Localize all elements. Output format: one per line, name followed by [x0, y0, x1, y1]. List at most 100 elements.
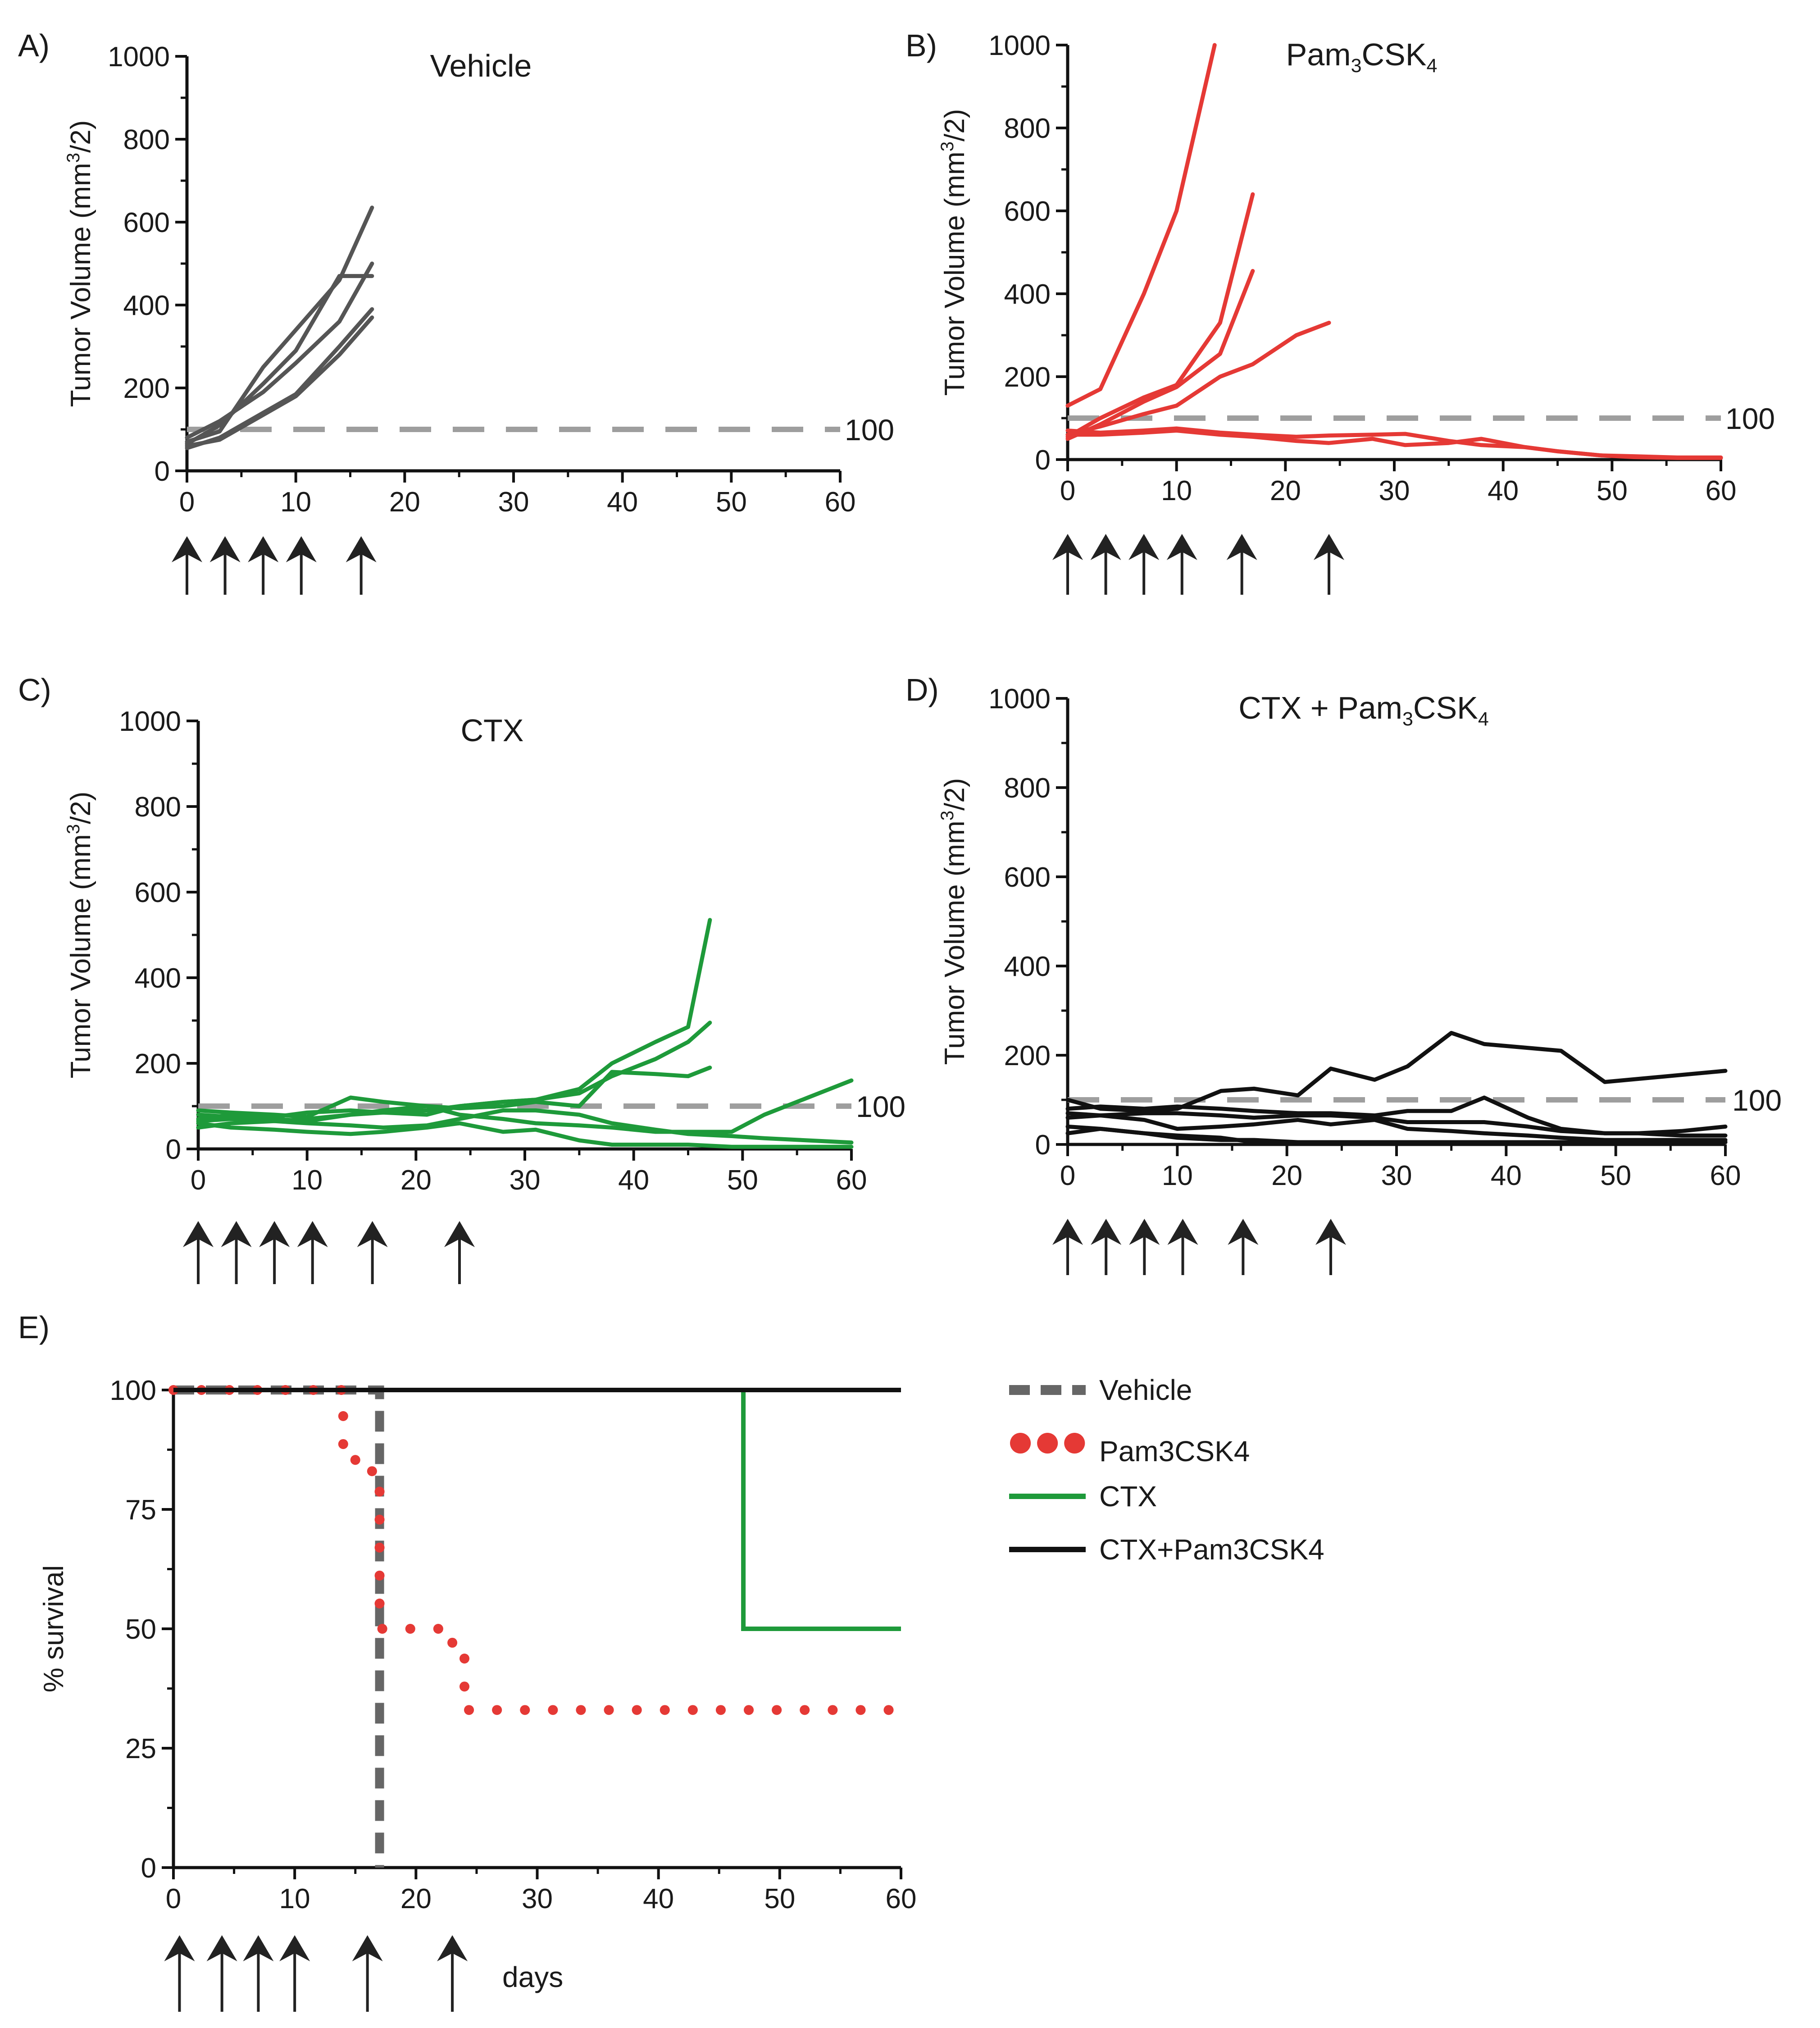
- y-tick-label: 200: [123, 373, 170, 404]
- dose-arrow: [164, 1935, 195, 2012]
- dose-arrow: [1090, 534, 1121, 595]
- dose-arrow-head: [357, 1221, 388, 1247]
- dose-arrow-head: [1052, 1219, 1083, 1245]
- tumor-line-2: [1065, 1095, 1728, 1138]
- threshold-label: 100: [1732, 1084, 1782, 1117]
- y-tick-label: 0: [155, 456, 170, 487]
- dose-arrow: [1166, 534, 1197, 595]
- tumor-line-3: [1065, 1111, 1728, 1135]
- x-tick-label: 20: [1271, 1160, 1302, 1191]
- dose-arrow-head: [286, 536, 317, 562]
- y-tick-label: 200: [1004, 362, 1051, 393]
- legend-label: CTX: [1099, 1480, 1157, 1513]
- x-tick-label: 30: [1379, 475, 1410, 506]
- y-axis-label: Tumor Volume (mm3/2): [64, 792, 96, 1079]
- panel-title: CTX: [461, 713, 524, 748]
- dose-arrow-head: [444, 1221, 475, 1247]
- y-axis-label: Tumor Volume (mm3/2): [64, 120, 96, 407]
- threshold-label: 100: [845, 413, 894, 447]
- y-tick-label: 400: [1004, 279, 1051, 310]
- x-tick-label: 20: [400, 1883, 432, 1914]
- x-tick-label: 0: [1060, 1160, 1075, 1191]
- y-tick-label: 600: [1004, 862, 1051, 893]
- dose-arrow-head: [1226, 534, 1257, 560]
- tumor-line-5: [196, 1108, 854, 1145]
- x-tick-label: 40: [618, 1165, 649, 1196]
- dose-arrow-head: [183, 1221, 214, 1247]
- panel-title: CTX + Pam3CSK4: [1238, 690, 1489, 730]
- x-tick-label: 40: [1488, 475, 1519, 506]
- dose-arrow-head: [172, 536, 202, 562]
- dose-arrow-head: [259, 1221, 290, 1247]
- x-tick-label: 40: [607, 487, 638, 518]
- dose-arrow-head: [437, 1935, 468, 1961]
- panel-e: E) 0 25 50 75 100 0 10 20 30 40 50 60 % survival days V…: [18, 1310, 1324, 2012]
- tumor-line-4: [1065, 1111, 1728, 1142]
- dose-arrow-head: [209, 536, 241, 562]
- legend-label: Vehicle: [1099, 1374, 1192, 1406]
- x-tick-label: 10: [280, 487, 311, 518]
- dose-arrow: [1129, 1219, 1160, 1275]
- dose-arrow-head: [352, 1935, 383, 1961]
- dose-arrow: [1128, 534, 1160, 595]
- y-tick-label: 1000: [988, 684, 1051, 715]
- dose-arrow-head: [243, 1935, 274, 1961]
- x-tick-label: 60: [836, 1165, 867, 1196]
- panel-label: D): [905, 672, 939, 707]
- tumor-line-2: [1065, 192, 1255, 439]
- dose-arrow: [286, 536, 317, 595]
- dose-arrow-head: [1228, 1219, 1259, 1245]
- tumor-line-1: [196, 918, 712, 1121]
- x-tick-label: 10: [279, 1883, 310, 1914]
- tumor-line-1: [185, 274, 374, 446]
- y-tick-label: 600: [1004, 196, 1051, 227]
- x-tick-label: 60: [825, 487, 856, 518]
- y-tick-label: 400: [135, 963, 181, 994]
- tumor-line-3: [185, 261, 374, 440]
- dose-arrow-head: [164, 1935, 195, 1961]
- dose-arrow-head: [248, 536, 279, 562]
- threshold-label: 100: [1725, 402, 1775, 435]
- tumor-line-4: [196, 1078, 854, 1134]
- x-tick-label: 30: [522, 1883, 553, 1914]
- dose-arrow: [172, 536, 202, 595]
- tumor-line-4: [1065, 320, 1331, 437]
- dose-arrow: [248, 536, 279, 595]
- tumor-line-6: [1065, 1126, 1728, 1144]
- y-tick-label: 600: [123, 207, 170, 238]
- tumor-line-1: [1065, 43, 1217, 408]
- x-tick-label: 50: [1600, 1160, 1631, 1191]
- dose-arrow-head: [221, 1221, 252, 1247]
- x-tick-label: 30: [1381, 1160, 1412, 1191]
- panel-title: Pam3CSK4: [1286, 37, 1438, 77]
- x-tick-label: 50: [716, 487, 747, 518]
- y-tick-label: 800: [1004, 113, 1051, 144]
- y-axis-label: Tumor Volume (mm3/2): [937, 778, 970, 1065]
- dose-arrow-head: [1166, 534, 1197, 560]
- panel-label: B): [905, 28, 937, 63]
- dose-arrow: [1052, 1219, 1083, 1275]
- dose-arrow: [221, 1221, 252, 1284]
- y-tick-label: 400: [1004, 951, 1051, 982]
- dose-arrow: [437, 1935, 468, 2012]
- dose-arrow: [352, 1935, 383, 2012]
- tumor-line-1: [1065, 1031, 1728, 1113]
- x-tick-label: 40: [1491, 1160, 1522, 1191]
- threshold-label: 100: [856, 1090, 905, 1123]
- dose-arrow-head: [297, 1221, 328, 1247]
- tumor-line-6: [1065, 428, 1723, 460]
- panel-c: C) CTX 0 200 400 600 800 1000 0 10 20 30 40 50 60 Tumor…: [18, 672, 905, 1284]
- legend-label: CTX+Pam3CSK4: [1099, 1533, 1324, 1566]
- x-tick-label: 0: [191, 1165, 206, 1196]
- dose-arrow: [1226, 534, 1257, 595]
- dose-arrow: [1167, 1219, 1198, 1275]
- y-tick-label: 100: [110, 1375, 156, 1406]
- x-tick-label: 30: [510, 1165, 541, 1196]
- x-tick-label: 50: [727, 1165, 758, 1196]
- dose-arrow: [346, 536, 377, 595]
- x-axis-label: days: [502, 1961, 563, 1993]
- legend: Vehicle Pam3CSK4 CTX CTX+Pam3CSK4: [1009, 1374, 1324, 1566]
- survival-line-vehicle: [173, 1385, 384, 1868]
- dose-arrow: [183, 1221, 214, 1284]
- panel-label: E): [18, 1310, 50, 1345]
